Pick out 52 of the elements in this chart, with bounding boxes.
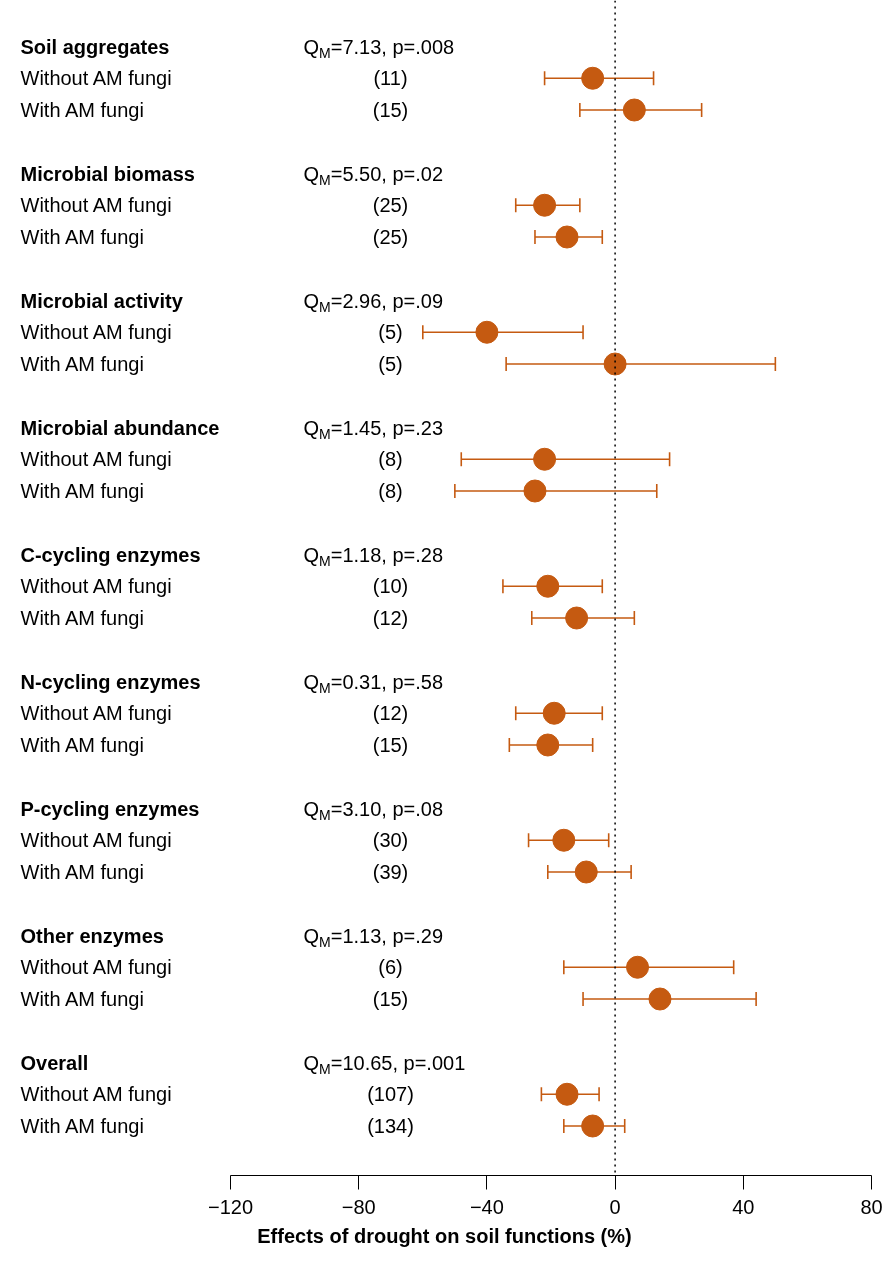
y2-tick-label: (15) <box>372 988 409 1010</box>
y2-tick-label: (25) <box>372 194 409 217</box>
y-tick-label: Microbial abundance <box>20 416 220 439</box>
y2-tick-label: (5) <box>378 321 403 344</box>
y-tick-label: With AM fungi <box>20 734 144 756</box>
y-tick-label: Microbial biomass <box>20 162 195 185</box>
y-tick-label: Without AM fungi <box>20 956 172 979</box>
y-tick-label: Without AM fungi <box>20 321 172 344</box>
y-tick-label: With AM fungi <box>20 861 144 883</box>
x-tick-label: −40 <box>469 1195 504 1218</box>
y-tick-label: Without AM fungi <box>20 702 172 725</box>
y-tick-label: Microbial activity <box>20 289 184 312</box>
x-tick-label: 80 <box>860 1195 883 1218</box>
y2-tick-label: (11) <box>373 67 408 90</box>
y-tick-label: C-cycling enzymes <box>20 543 201 566</box>
y-tick-label: P-cycling enzymes <box>20 797 200 820</box>
y-tick-label: Other enzymes <box>20 924 164 947</box>
y-tick-label: Soil aggregates <box>20 35 170 58</box>
y-tick-label: With AM fungi <box>20 607 144 629</box>
y2-tick-label: (30) <box>372 829 409 852</box>
y2-tick-label: (25) <box>372 226 409 248</box>
y-tick-label: With AM fungi <box>20 99 144 121</box>
y-tick-label: Without AM fungi <box>20 67 172 90</box>
y-tick-label: Without AM fungi <box>20 1083 172 1106</box>
y-tick-label: Without AM fungi <box>20 829 172 852</box>
x-axis-title: Effects of drought on soil functions (%) <box>257 1224 632 1247</box>
y2-tick-label: (8) <box>378 448 403 471</box>
y2-tick-label: (15) <box>372 99 409 121</box>
x-tick-label: 40 <box>732 1195 755 1218</box>
y-tick-label: N-cycling enzymes <box>20 670 201 693</box>
y-tick-label: With AM fungi <box>20 353 144 375</box>
y2-tick-label: (39) <box>372 861 409 883</box>
y-tick-label: With AM fungi <box>20 226 144 248</box>
y-tick-label: With AM fungi <box>20 1115 144 1137</box>
y-tick-label: Overall <box>20 1051 89 1074</box>
y2-tick-label: (12) <box>372 607 409 629</box>
y2-tick-label: (15) <box>372 734 409 756</box>
y-tick-label: With AM fungi <box>20 988 144 1010</box>
y2-tick-label: (8) <box>378 480 403 502</box>
y2-tick-label: (6) <box>378 956 403 979</box>
y-tick-label: Without AM fungi <box>20 575 172 598</box>
y-tick-label: Without AM fungi <box>20 448 172 471</box>
y-tick-label: Without AM fungi <box>20 194 172 217</box>
x-tick-label: 0 <box>609 1195 621 1218</box>
x-tick-label: −80 <box>341 1195 376 1218</box>
y2-tick-label: (10) <box>372 575 409 598</box>
y-tick-label: With AM fungi <box>20 480 144 502</box>
y2-tick-label: (107) <box>367 1083 414 1106</box>
x-tick-label: −120 <box>207 1195 254 1218</box>
y2-tick-label: (5) <box>378 353 403 375</box>
y2-tick-label: (12) <box>372 702 409 725</box>
y2-tick-label: (134) <box>367 1115 414 1137</box>
